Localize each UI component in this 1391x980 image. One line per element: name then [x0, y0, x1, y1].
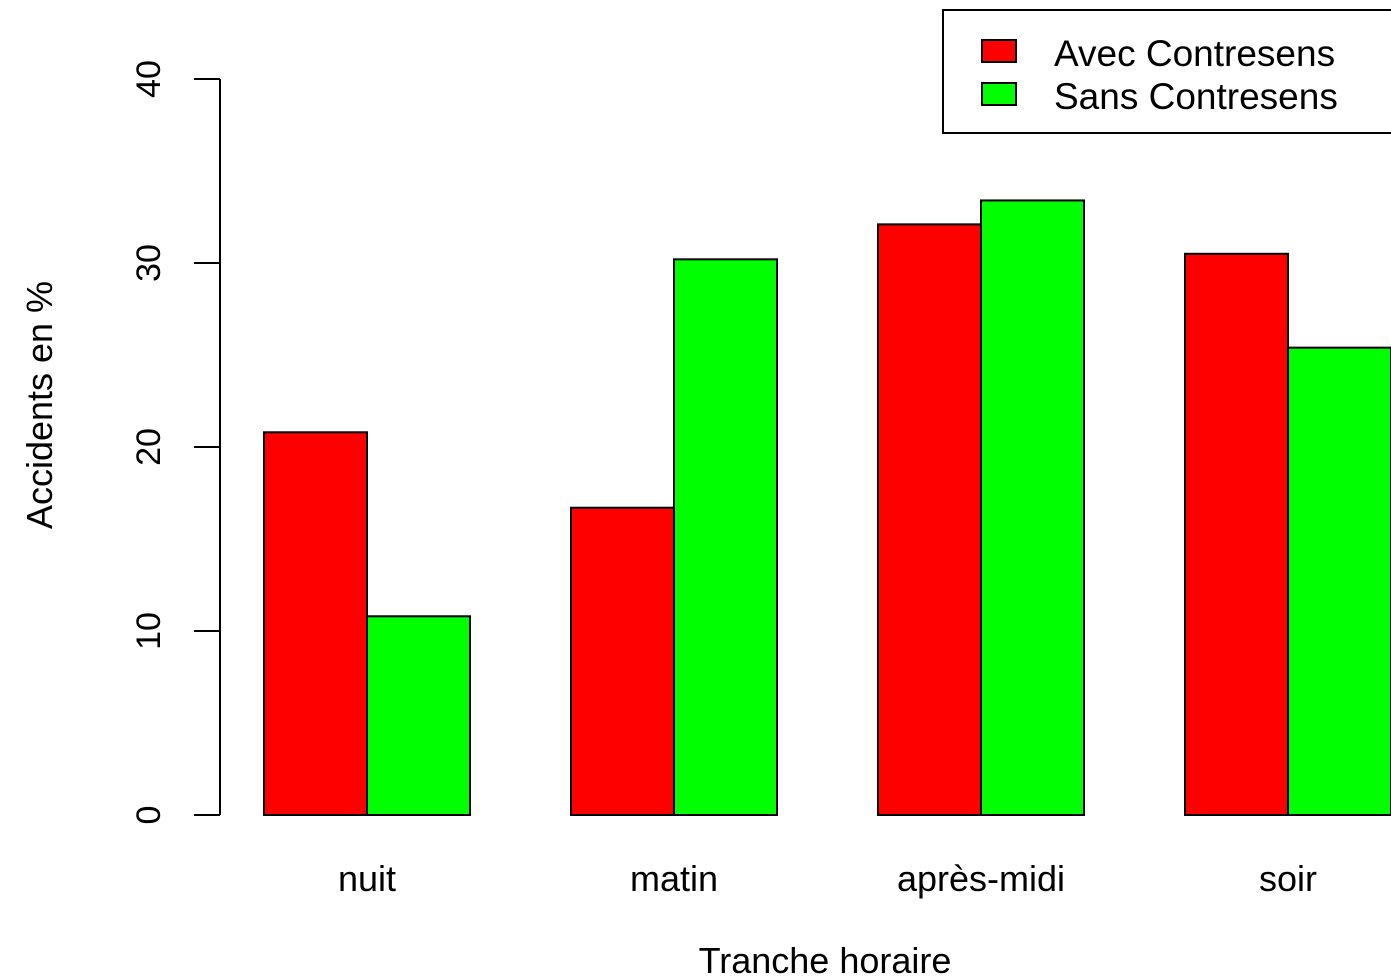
- y-tick-label: 0: [130, 806, 168, 825]
- x-tick-label: soir: [1259, 858, 1317, 899]
- y-tick-label: 40: [130, 60, 168, 98]
- bar-nuit-avec-contresens: [263, 431, 368, 816]
- y-tick-label: 20: [130, 428, 168, 466]
- bar-matin-avec-contresens: [570, 506, 675, 816]
- bar-soir-avec-contresens: [1184, 252, 1289, 817]
- x-axis-labels: nuit matin après-midi soir: [338, 858, 1317, 899]
- x-tick-label: nuit: [338, 858, 396, 899]
- bars: [263, 199, 1391, 817]
- x-axis-title: Tranche horaire: [699, 940, 952, 980]
- legend-label-avec-contresens: Avec Contresens: [1054, 33, 1335, 74]
- bar-nuit-sans-contresens: [366, 615, 471, 817]
- x-tick-label: après-midi: [897, 858, 1065, 899]
- bar-apr-s-midi-sans-contresens: [980, 199, 1085, 816]
- legend-box: [942, 9, 1391, 134]
- y-axis: 0 10 20 30 40: [130, 60, 221, 825]
- bar-matin-sans-contresens: [673, 258, 778, 816]
- legend-swatch-avec-contresens: [981, 39, 1017, 63]
- x-tick-label: matin: [630, 858, 718, 899]
- y-tick-label: 30: [130, 244, 168, 282]
- bar-apr-s-midi-avec-contresens: [877, 223, 982, 817]
- legend: Avec Contresens Sans Contresens: [942, 9, 1391, 134]
- legend-label-sans-contresens: Sans Contresens: [1054, 76, 1338, 117]
- bar-soir-sans-contresens: [1287, 346, 1391, 816]
- y-axis-title: Accidents en %: [19, 281, 60, 529]
- legend-swatch-sans-contresens: [981, 82, 1017, 106]
- y-tick-label: 10: [130, 612, 168, 650]
